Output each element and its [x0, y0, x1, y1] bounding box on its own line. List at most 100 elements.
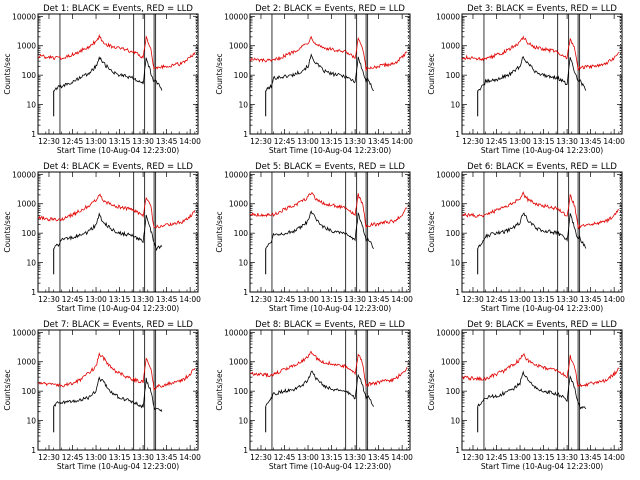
x-tick-label: 14:00: [391, 137, 413, 146]
series-events-line: [477, 370, 587, 410]
x-tick-label: 13:00: [297, 453, 319, 462]
series-lld-line: [37, 33, 196, 70]
y-tick-label: 10: [450, 259, 460, 268]
plot-frame: [461, 171, 623, 293]
y-tick-label: 10000: [12, 328, 36, 337]
chart-panel-4: Det 4: BLACK = Events, RED = LLD 1 10 100 10…: [3, 162, 201, 313]
series-events-line: [53, 212, 163, 252]
y-tick-label: 10: [450, 417, 460, 426]
x-tick-label: 12:45: [62, 295, 84, 304]
y-tick-label: 1: [31, 288, 36, 297]
y-tick-label: 10: [26, 417, 36, 426]
y-tick-label: 10000: [224, 12, 248, 21]
x-axis: 12:30 12:45 13:00 13:15 13:30 13:45 14:00: [37, 330, 201, 462]
x-axis: 12:30 12:45 13:00 13:15 13:30 13:45 14:00: [461, 14, 625, 146]
y-tick-label: 1000: [441, 358, 460, 367]
plot-frame: [461, 329, 623, 451]
chart-title: Det 6: BLACK = Events, RED = LLD: [467, 162, 617, 172]
x-tick-label: 12:45: [486, 137, 508, 146]
y-axis-label: Counts/sec: [427, 53, 436, 94]
x-tick-label: 13:00: [509, 137, 531, 146]
y-tick-label: 1000: [441, 200, 460, 209]
series-events-line: [53, 376, 163, 412]
y-tick-label: 1000: [17, 200, 36, 209]
series-events-line: [477, 212, 587, 249]
y-axis: 1 10 100 1000 10000: [436, 328, 622, 455]
chart-panel-1: Det 1: BLACK = Events, RED = LLD 1 10 100 10…: [3, 4, 201, 155]
y-tick-label: 10000: [436, 12, 460, 21]
y-axis-label: Counts/sec: [3, 53, 12, 94]
x-tick-label: 13:15: [321, 453, 343, 462]
x-tick-label: 13:45: [580, 453, 602, 462]
x-tick-label: 13:30: [132, 295, 154, 304]
x-tick-label: 13:15: [109, 453, 131, 462]
y-tick-label: 100: [22, 229, 37, 238]
y-tick-label: 100: [234, 387, 249, 396]
x-tick-label: 13:30: [556, 453, 578, 462]
x-tick-label: 12:30: [38, 453, 60, 462]
x-axis-label: Start Time (10-Aug-04 12:23:00): [481, 304, 603, 313]
x-axis-label: Start Time (10-Aug-04 12:23:00): [269, 462, 391, 471]
x-tick-label: 13:30: [344, 137, 366, 146]
x-tick-label: 13:45: [368, 295, 390, 304]
chart-panel-6: Det 6: BLACK = Events, RED = LLD 1 10 100 10…: [427, 162, 625, 313]
x-tick-label: 13:45: [368, 453, 390, 462]
y-tick-label: 1: [455, 446, 460, 455]
x-tick-label: 12:45: [62, 453, 84, 462]
y-tick-label: 1: [243, 130, 248, 139]
y-tick-label: 100: [446, 387, 461, 396]
x-tick-label: 13:45: [368, 137, 390, 146]
chart-title: Det 9: BLACK = Events, RED = LLD: [467, 320, 617, 330]
y-tick-label: 1000: [17, 42, 36, 51]
x-axis-label: Start Time (10-Aug-04 12:23:00): [481, 462, 603, 471]
x-tick-label: 12:30: [38, 137, 60, 146]
y-axis-label: Counts/sec: [3, 369, 12, 410]
chart-title: Det 7: BLACK = Events, RED = LLD: [43, 320, 193, 330]
series-lld-line: [37, 352, 196, 391]
y-axis-label: Counts/sec: [3, 211, 12, 252]
x-tick-label: 14:00: [179, 295, 201, 304]
y-tick-label: 100: [446, 229, 461, 238]
plot-frame: [37, 329, 199, 451]
chart-panel-9: Det 9: BLACK = Events, RED = LLD 1 10 100 10…: [427, 320, 625, 471]
series-lld-line: [462, 352, 619, 388]
x-tick-label: 13:30: [132, 137, 154, 146]
x-tick-label: 12:30: [462, 295, 484, 304]
x-tick-label: 14:00: [179, 453, 201, 462]
y-tick-label: 1000: [441, 42, 460, 51]
x-tick-label: 13:45: [580, 137, 602, 146]
x-tick-label: 13:15: [109, 137, 131, 146]
y-tick-label: 10: [238, 259, 248, 268]
x-tick-label: 13:15: [533, 453, 555, 462]
x-tick-label: 12:30: [38, 295, 60, 304]
chart-panel-5: Det 5: BLACK = Events, RED = LLD 1 10 100 10…: [215, 162, 413, 313]
x-tick-label: 13:00: [85, 137, 107, 146]
x-tick-label: 14:00: [391, 453, 413, 462]
y-tick-label: 10: [238, 417, 248, 426]
x-tick-label: 12:45: [274, 295, 296, 304]
plot-frame: [37, 13, 199, 135]
series-lld-line: [249, 351, 408, 388]
x-tick-label: 13:30: [344, 453, 366, 462]
x-tick-label: 12:45: [274, 453, 296, 462]
x-axis: 12:30 12:45 13:00 13:15 13:30 13:45 14:00: [461, 172, 625, 304]
x-tick-label: 13:15: [533, 137, 555, 146]
y-axis: 1 10 100 1000 10000: [224, 12, 410, 139]
y-tick-label: 10000: [12, 170, 36, 179]
y-axis-label: Counts/sec: [427, 211, 436, 252]
x-axis: 12:30 12:45 13:00 13:15 13:30 13:45 14:00: [249, 14, 413, 146]
y-axis: 1 10 100 1000 10000: [436, 12, 622, 139]
chart-title: Det 5: BLACK = Events, RED = LLD: [255, 162, 405, 172]
x-axis-label: Start Time (10-Aug-04 12:23:00): [57, 462, 179, 471]
y-tick-label: 1000: [229, 358, 248, 367]
x-tick-label: 13:15: [321, 295, 343, 304]
x-tick-label: 13:45: [580, 295, 602, 304]
series-events-line: [265, 210, 375, 250]
y-tick-label: 10000: [224, 170, 248, 179]
series-events-line: [265, 370, 375, 407]
x-tick-label: 14:00: [603, 137, 625, 146]
series-events-line: [477, 56, 587, 92]
x-axis-label: Start Time (10-Aug-04 12:23:00): [269, 304, 391, 313]
x-axis: 12:30 12:45 13:00 13:15 13:30 13:45 14:00: [249, 172, 413, 304]
chart-panel-7: Det 7: BLACK = Events, RED = LLD 1 10 100 10…: [3, 320, 201, 471]
